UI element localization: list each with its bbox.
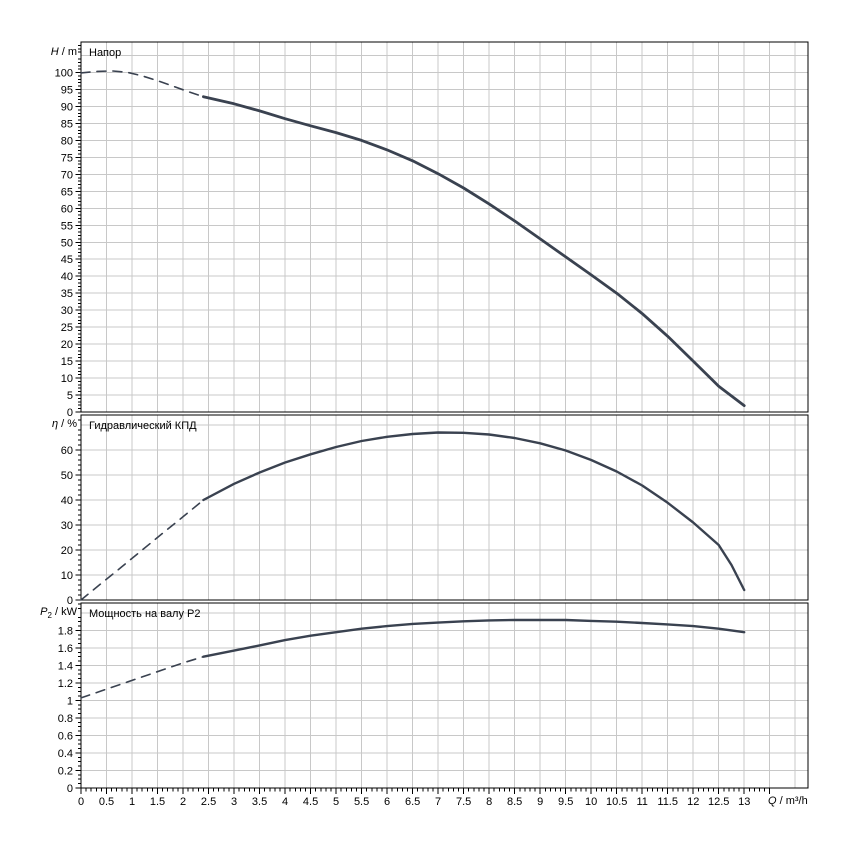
x-tick-label: 13 — [738, 796, 750, 808]
power-y-axis-label: P2 / kW — [0, 606, 77, 622]
head-y-tick-label: 5 — [67, 390, 73, 402]
x-tick-label: 11.5 — [657, 796, 678, 808]
power-panel-title: Мощность на валу P2 — [89, 608, 201, 620]
head-y-tick-label: 95 — [61, 85, 73, 97]
power-y-tick-label: 0 — [67, 783, 73, 795]
head-y-tick-label: 85 — [61, 118, 73, 130]
x-tick-label: 12.5 — [708, 796, 729, 808]
power-y-subscript: 2 — [47, 611, 52, 621]
x-tick-label: 6 — [384, 796, 390, 808]
head-y-tick-label: 55 — [61, 220, 73, 232]
head-y-tick-label: 35 — [61, 288, 73, 300]
x-axis-label: Q / m³/h — [768, 795, 808, 807]
head-y-tick-label: 100 — [55, 68, 73, 80]
x-tick-label: 7.5 — [456, 796, 471, 808]
power-y-tick-label: 1.6 — [58, 643, 73, 655]
power-y-tick-label: 0.4 — [58, 748, 73, 760]
head-y-tick-label: 70 — [61, 169, 73, 181]
x-tick-label: 9 — [537, 796, 543, 808]
x-symbol: Q — [768, 795, 777, 807]
eff-y-tick-label: 30 — [61, 520, 73, 532]
head-y-tick-label: 40 — [61, 271, 73, 283]
power-y-tick-label: 0.8 — [58, 713, 73, 725]
head-y-tick-label: 20 — [61, 339, 73, 351]
eff-panel-title: Гидравлический КПД — [89, 420, 197, 432]
x-tick-label: 0 — [78, 796, 84, 808]
eff-y-tick-label: 20 — [61, 545, 73, 557]
eff-y-symbol: η — [51, 418, 59, 430]
head-y-tick-label: 75 — [61, 152, 73, 164]
x-tick-label: 12 — [687, 796, 699, 808]
x-tick-label: 1.5 — [150, 796, 165, 808]
power-y-tick-label: 1.8 — [58, 625, 73, 637]
head-y-tick-label: 25 — [61, 322, 73, 334]
x-tick-label: 3.5 — [252, 796, 267, 808]
eff-y-tick-label: 0 — [67, 595, 73, 607]
power-curve-dashed-section — [80, 655, 205, 699]
x-tick-label: 5.5 — [354, 796, 369, 808]
eff-y-tick-label: 60 — [61, 445, 73, 457]
x-tick-label: 4 — [282, 796, 288, 808]
eff-plot-border — [80, 414, 809, 601]
head-y-tick-label: 50 — [61, 237, 73, 249]
power-y-tick-label: 0.6 — [58, 730, 73, 742]
head-curve-dashed-section — [80, 70, 205, 98]
x-tick-label: 7 — [435, 796, 441, 808]
x-tick-label: 11 — [636, 796, 647, 808]
power-plot-border — [80, 602, 809, 789]
eff-y-tick-label: 40 — [61, 495, 73, 507]
x-tick-label: 5 — [333, 796, 339, 808]
power-curve-solid-section — [202, 618, 746, 658]
power-y-unit: / kW — [51, 606, 77, 618]
power-y-symbol: P — [40, 606, 48, 618]
eff-y-axis-label: η / % — [0, 418, 77, 430]
head-y-tick-label: 0 — [67, 407, 73, 419]
head-y-tick-label: 65 — [61, 186, 73, 198]
eff-y-tick-label: 10 — [61, 570, 73, 582]
x-tick-label: 10.5 — [606, 796, 627, 808]
head-curve-solid-section — [202, 95, 746, 407]
eff-curve-solid-section — [202, 431, 746, 592]
power-y-tick-label: 1.4 — [58, 660, 73, 672]
head-y-tick-label: 90 — [61, 101, 73, 113]
x-tick-label: 4.5 — [303, 796, 318, 808]
x-tick-label: 8.5 — [507, 796, 522, 808]
head-y-tick-label: 80 — [61, 135, 73, 147]
x-tick-label: 2.5 — [201, 796, 216, 808]
head-y-tick-label: 15 — [61, 356, 73, 368]
x-tick-label: 0.5 — [99, 796, 114, 808]
x-tick-label: 10 — [585, 796, 597, 808]
x-tick-label: 1 — [129, 796, 135, 808]
head-y-tick-label: 45 — [61, 254, 73, 266]
head-y-axis-label: H / m — [0, 46, 77, 58]
head-y-tick-label: 60 — [61, 203, 73, 215]
x-unit: / m³/h — [776, 795, 808, 807]
head-panel-title: Напор — [89, 47, 122, 59]
head-y-symbol: H — [50, 46, 59, 58]
head-y-tick-label: 30 — [61, 305, 73, 317]
power-y-tick-label: 1 — [67, 695, 73, 707]
head-plot-border — [80, 41, 809, 413]
x-tick-label: 9.5 — [558, 796, 573, 808]
x-tick-label: 3 — [231, 796, 237, 808]
eff-y-unit: / % — [58, 418, 77, 430]
eff-curve-dashed-section — [80, 499, 205, 601]
power-y-tick-label: 0.2 — [58, 765, 73, 777]
head-y-unit: / m — [58, 46, 77, 58]
head-y-tick-label: 10 — [61, 373, 73, 385]
x-tick-label: 2 — [180, 796, 186, 808]
power-y-tick-label: 1.2 — [58, 678, 73, 690]
eff-y-tick-label: 50 — [61, 470, 73, 482]
x-tick-label: 8 — [486, 796, 492, 808]
x-tick-label: 6.5 — [405, 796, 420, 808]
